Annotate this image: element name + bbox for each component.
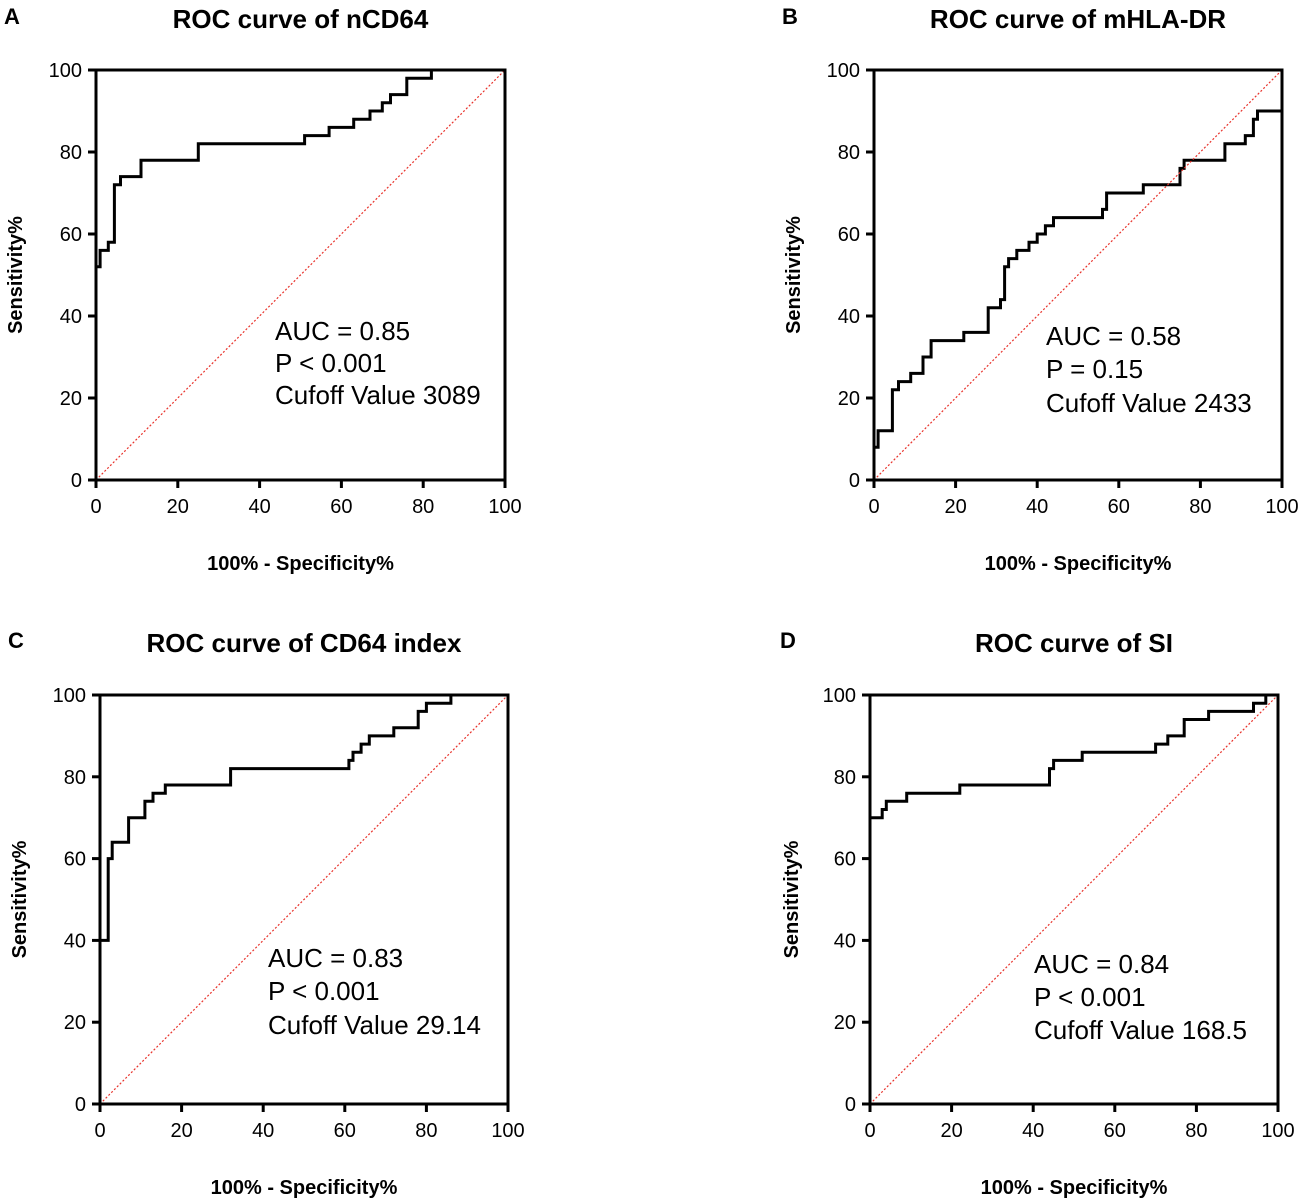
x-tick-label: 80 [412, 496, 434, 518]
x-tick-label: 60 [330, 496, 352, 518]
annotation-line: Cufoff Value 168.5 [1034, 1015, 1247, 1045]
panel-letter: B [782, 4, 798, 29]
x-tick-label: 100 [488, 496, 521, 518]
roc-curve [872, 109, 1282, 480]
y-tick-label: 80 [834, 767, 856, 789]
roc-curve [100, 693, 480, 942]
x-tick-label: 60 [334, 1120, 356, 1142]
x-tick-label: 20 [167, 496, 189, 518]
x-axis-label: 100% - Specificity% [981, 1177, 1168, 1199]
y-tick-label: 20 [838, 388, 860, 410]
x-tick-label: 40 [248, 496, 270, 518]
y-tick-label: 100 [827, 60, 860, 82]
y-tick-label: 80 [60, 142, 82, 164]
x-axis-label: 100% - Specificity% [211, 1177, 398, 1199]
x-tick-label: 60 [1108, 496, 1130, 518]
x-tick-label: 20 [940, 1120, 962, 1142]
x-tick-label: 40 [252, 1120, 274, 1142]
x-tick-label: 60 [1104, 1120, 1126, 1142]
y-tick-label: 40 [834, 930, 856, 952]
y-tick-label: 60 [838, 224, 860, 246]
panel-letter: C [8, 628, 24, 653]
y-tick-label: 100 [49, 60, 82, 82]
plot-frame [868, 693, 1280, 1106]
x-tick-label: 40 [1026, 496, 1048, 518]
annotation-line: AUC = 0.58 [1046, 321, 1181, 351]
chart-title: ROC curve of SI [975, 628, 1173, 658]
reference-line [869, 694, 1279, 1105]
y-tick-label: 20 [834, 1012, 856, 1034]
panel-letter: A [4, 4, 20, 29]
annotation-line: P = 0.15 [1046, 354, 1143, 384]
x-tick-label: 80 [1185, 1120, 1207, 1142]
y-tick-label: 40 [838, 306, 860, 328]
x-axis-label: 100% - Specificity% [207, 553, 394, 575]
y-tick-label: 20 [64, 1012, 86, 1034]
chart-panel-b: B ROC curve of mHLA-DR 0 20 40 60 80 100 0 20 40 60… [782, 4, 1299, 575]
x-tick-label: 100 [1261, 1120, 1294, 1142]
x-axis-label: 100% - Specificity% [985, 553, 1172, 575]
y-tick-label: 20 [60, 388, 82, 410]
annotation-line: P < 0.001 [275, 348, 387, 378]
plot-frame [94, 68, 507, 482]
x-tick-label: 20 [170, 1120, 192, 1142]
chart-panel-a: A ROC curve of nCD64 0 20 40 60 80 100 0 20 40 60 80… [4, 4, 522, 575]
reference-line [99, 694, 509, 1105]
plot-frame [872, 68, 1284, 482]
y-tick-label: 40 [60, 306, 82, 328]
x-tick-label: 20 [944, 496, 966, 518]
y-tick-label: 0 [75, 1094, 86, 1116]
x-tick-label: 0 [94, 1120, 105, 1142]
y-axis-label: Sensitivity% [781, 840, 803, 958]
x-tick-label: 40 [1022, 1120, 1044, 1142]
chart-panel-c: C ROC curve of CD64 index 0 20 40 60 80 100 0 20 4… [8, 628, 525, 1199]
annotation-line: AUC = 0.83 [268, 943, 403, 973]
x-tick-label: 100 [1265, 496, 1298, 518]
chart-title: ROC curve of nCD64 [173, 4, 429, 34]
y-axis-label: Sensitivity% [9, 840, 31, 958]
x-tick-label: 0 [90, 496, 101, 518]
annotation-line: P < 0.001 [268, 976, 380, 1006]
annotation-line: Cufoff Value 2433 [1046, 388, 1252, 418]
y-tick-label: 80 [838, 142, 860, 164]
roc-curve [868, 695, 1268, 1104]
y-axis-label: Sensitivity% [783, 216, 805, 334]
y-tick-label: 100 [823, 685, 856, 707]
y-tick-label: 60 [60, 224, 82, 246]
plot-frame [98, 693, 510, 1106]
y-axis-label: Sensitivity% [5, 216, 27, 334]
chart-title: ROC curve of CD64 index [147, 628, 463, 658]
panel-letter: D [780, 628, 796, 653]
chart-title: ROC curve of mHLA-DR [930, 4, 1226, 34]
x-tick-label: 0 [864, 1120, 875, 1142]
annotation-line: AUC = 0.85 [275, 316, 410, 346]
x-tick-label: 100 [491, 1120, 524, 1142]
x-tick-label: 80 [415, 1120, 437, 1142]
x-tick-label: 80 [1189, 496, 1211, 518]
chart-panel-d: D ROC curve of SI 0 20 40 60 80 100 0 20 40 60 80 100… [780, 628, 1295, 1199]
annotation-line: AUC = 0.84 [1034, 949, 1169, 979]
reference-line [873, 69, 1283, 481]
y-tick-label: 80 [64, 767, 86, 789]
y-tick-label: 0 [71, 470, 82, 492]
y-tick-label: 0 [845, 1094, 856, 1116]
x-tick-label: 0 [868, 496, 879, 518]
y-tick-label: 60 [64, 849, 86, 871]
y-tick-label: 0 [849, 470, 860, 492]
reference-line [95, 69, 506, 481]
y-tick-label: 60 [834, 849, 856, 871]
y-tick-label: 100 [53, 685, 86, 707]
roc-curve [94, 68, 481, 480]
annotation-line: Cufoff Value 29.14 [268, 1010, 481, 1040]
annotation-line: P < 0.001 [1034, 982, 1146, 1012]
y-tick-label: 40 [64, 930, 86, 952]
annotation-line: Cufoff Value 3089 [275, 380, 481, 410]
